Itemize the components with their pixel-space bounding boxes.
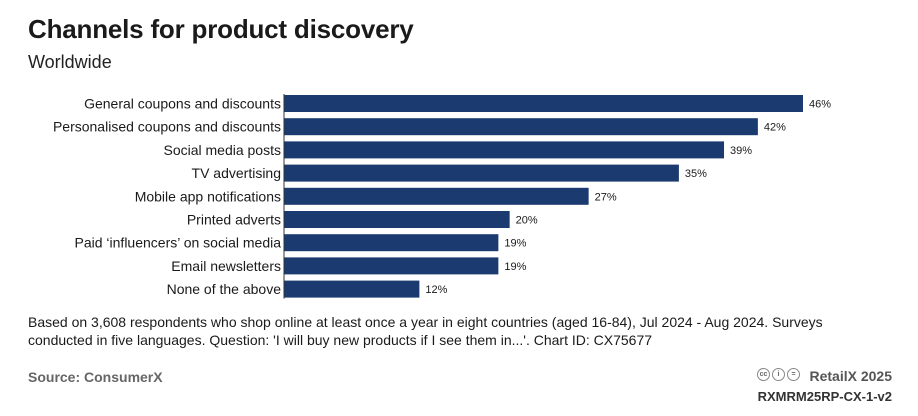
category-label: TV advertising	[192, 165, 281, 181]
value-label: 27%	[595, 191, 617, 203]
cc-icon: cc	[757, 368, 770, 381]
category-label: None of the above	[167, 281, 282, 297]
value-label: 46%	[809, 99, 831, 111]
bar	[284, 280, 420, 298]
value-label: 42%	[764, 122, 786, 134]
chart-footnote: Based on 3,608 respondents who shop onli…	[28, 314, 823, 348]
bar	[284, 95, 803, 112]
value-label: 35%	[685, 168, 707, 180]
category-label: Social media posts	[163, 142, 281, 158]
by-icon: i	[772, 368, 785, 381]
value-label: 19%	[504, 261, 526, 273]
bar	[284, 141, 725, 159]
bar	[284, 234, 499, 252]
category-label: Personalised coupons and discounts	[53, 119, 281, 135]
value-label: 39%	[730, 145, 752, 157]
brand-label: RetailX 2025	[809, 368, 893, 384]
source-label: Source: ConsumerX	[28, 369, 163, 385]
category-label: General coupons and discounts	[84, 96, 281, 112]
bar-chart: General coupons and discounts 46% Personal…	[53, 94, 831, 299]
license-icons: cc i =	[757, 368, 800, 381]
bar	[284, 164, 679, 182]
equals-icon: =	[787, 368, 800, 381]
value-label: 12%	[425, 284, 447, 296]
category-label: Printed adverts	[187, 212, 281, 228]
category-label: Mobile app notifications	[135, 188, 281, 204]
category-label: Paid ‘influencers’ on social media	[75, 235, 282, 251]
bar	[284, 118, 758, 136]
category-label: Email newsletters	[171, 258, 281, 274]
chart-title: Channels for product discovery	[28, 14, 414, 44]
bar	[284, 257, 499, 275]
value-label: 20%	[516, 215, 538, 227]
bar	[284, 211, 510, 228]
value-label: 19%	[504, 238, 526, 250]
chart-code: RXMRM25RP-CX-1-v2	[757, 389, 892, 404]
bar	[284, 187, 589, 205]
chart-subtitle: Worldwide	[28, 52, 112, 72]
